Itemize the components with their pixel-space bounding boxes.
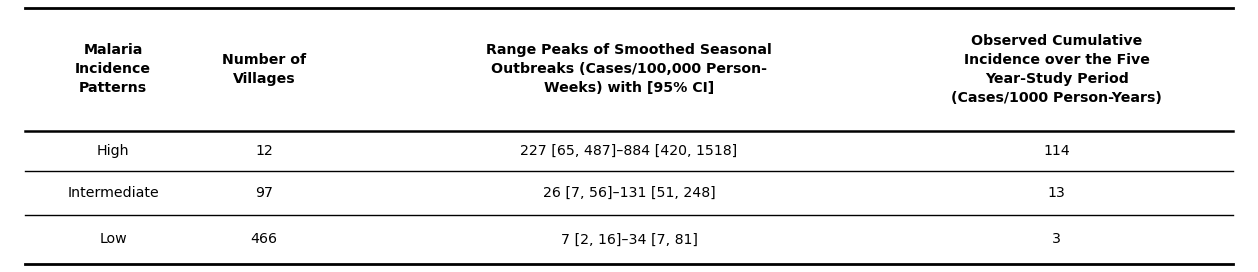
Text: High: High [97,144,130,158]
Text: 466: 466 [250,232,278,246]
Text: 97: 97 [255,186,273,200]
Text: 227 [65, 487]–884 [420, 1518]: 227 [65, 487]–884 [420, 1518] [521,144,737,158]
Text: Malaria
Incidence
Patterns: Malaria Incidence Patterns [75,44,151,95]
Text: 114: 114 [1043,144,1071,158]
Text: Low: Low [99,232,127,246]
Text: Observed Cumulative
Incidence over the Five
Year-Study Period
(Cases/1000 Person: Observed Cumulative Incidence over the F… [951,34,1162,105]
Text: Range Peaks of Smoothed Seasonal
Outbreaks (Cases/100,000 Person-
Weeks) with [9: Range Peaks of Smoothed Seasonal Outbrea… [486,44,772,95]
Text: 3: 3 [1052,232,1062,246]
Text: 12: 12 [255,144,273,158]
Text: Intermediate: Intermediate [68,186,159,200]
Text: 13: 13 [1048,186,1066,200]
Text: 26 [7, 56]–131 [51, 248]: 26 [7, 56]–131 [51, 248] [542,186,716,200]
Text: 7 [2, 16]–34 [7, 81]: 7 [2, 16]–34 [7, 81] [561,232,697,246]
Text: Number of
Villages: Number of Villages [223,53,306,86]
